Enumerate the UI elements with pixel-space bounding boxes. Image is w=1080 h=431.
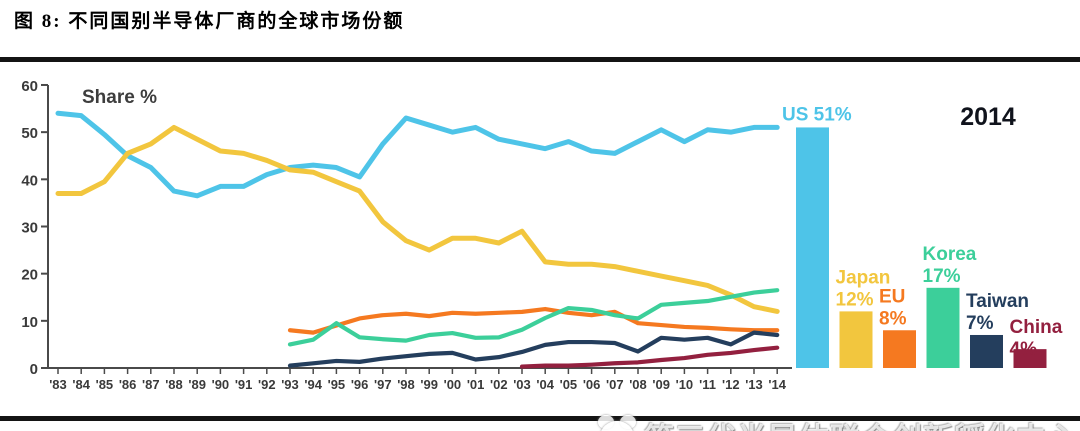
line-japan xyxy=(55,124,780,314)
bar-label-pct-taiwan: 7% xyxy=(966,313,994,334)
bar-taiwan xyxy=(970,334,1003,368)
x-tick-label: '86 xyxy=(119,377,137,392)
line-eu xyxy=(287,306,780,335)
y-tick-label: 60 xyxy=(21,78,38,95)
x-tick-label: '12 xyxy=(722,377,740,392)
bar-label-japan: Japan xyxy=(836,267,891,288)
bar-group-year-label: 2014 xyxy=(960,103,1016,131)
x-tick-label: '10 xyxy=(676,377,694,392)
x-tick-label: '85 xyxy=(96,377,114,392)
x-tick-label: '06 xyxy=(583,377,601,392)
x-tick-label: '08 xyxy=(629,377,647,392)
bar-label-us: US 51% xyxy=(782,104,852,125)
bar-china xyxy=(1013,349,1047,368)
y-tick-label: 40 xyxy=(21,172,38,189)
x-tick-label: '87 xyxy=(142,377,160,392)
bar-label-eu: EU xyxy=(879,286,905,307)
bar-korea xyxy=(926,287,960,368)
market-share-chart: 0 10 20 30 40 50 60 '83 '84 '85 '86 '87 '88 '89 '90 '91… xyxy=(21,78,1063,392)
bar-group-2014 xyxy=(796,127,1047,368)
axes-group: 0 10 20 30 40 50 60 '83 '84 '85 '86 '87 '88 '89 '90 '91… xyxy=(21,78,792,392)
x-tick-label: '00 xyxy=(444,377,462,392)
bar-label-taiwan: Taiwan xyxy=(966,291,1029,312)
line-us xyxy=(55,110,780,199)
x-tick-label: '88 xyxy=(165,377,183,392)
x-tick-label: '03 xyxy=(513,377,531,392)
x-tick-label: '04 xyxy=(536,377,554,392)
bar-label-china: China xyxy=(1010,317,1063,338)
x-tick-label: '84 xyxy=(72,377,90,392)
line-korea xyxy=(287,288,780,347)
bar-label-pct-eu: 8% xyxy=(879,308,907,329)
line-series-group xyxy=(55,110,780,369)
top-border-rule xyxy=(0,57,1080,62)
y-tick-label: 10 xyxy=(21,314,38,331)
bar-label-pct-china: 4% xyxy=(1010,339,1038,360)
bar-us xyxy=(796,127,829,368)
bar-label-korea: Korea xyxy=(923,244,977,265)
x-tick-label: '96 xyxy=(351,377,369,392)
x-tick-label: '89 xyxy=(188,377,206,392)
x-tick-label: '98 xyxy=(397,377,415,392)
x-tick-label: '11 xyxy=(699,377,716,392)
y-tick-label: 20 xyxy=(21,267,38,284)
y-axis-title: Share % xyxy=(82,87,157,108)
bar-label-pct-japan: 12% xyxy=(836,289,874,310)
line-taiwan xyxy=(287,330,780,368)
y-tick-label: 50 xyxy=(21,125,38,142)
x-tick-label: '91 xyxy=(235,377,253,392)
y-tick-label: 0 xyxy=(30,361,38,378)
line-china xyxy=(519,345,780,369)
x-tick-label: '14 xyxy=(768,377,786,392)
x-tick-label: '07 xyxy=(606,377,624,392)
y-tick-label: 30 xyxy=(21,219,38,236)
figure-title: 图 8: 不同国别半导体厂商的全球市场份额 xyxy=(14,11,405,32)
x-tick-label: '99 xyxy=(420,377,438,392)
x-tick-label: '95 xyxy=(328,377,346,392)
x-tick-label: '97 xyxy=(374,377,392,392)
x-tick-label: '13 xyxy=(745,377,763,392)
x-tick-label: '05 xyxy=(560,377,578,392)
bar-japan xyxy=(839,311,873,368)
x-tick-label: '92 xyxy=(258,377,276,392)
x-tick-label: '02 xyxy=(490,377,508,392)
bar-label-pct-korea: 17% xyxy=(923,266,961,287)
x-tick-label: '01 xyxy=(467,377,485,392)
x-tick-label: '90 xyxy=(212,377,230,392)
bar-eu xyxy=(883,330,916,368)
x-tick-label: '94 xyxy=(304,377,322,392)
x-tick-label: '09 xyxy=(652,377,670,392)
x-tick-label: '83 xyxy=(49,377,67,392)
x-tick-label: '93 xyxy=(281,377,299,392)
chart-area: 0 10 20 30 40 50 60 '83 '84 '85 '86 '87 '88 '89 '90 '91… xyxy=(0,62,1080,431)
bottom-border-rule xyxy=(0,416,1080,421)
